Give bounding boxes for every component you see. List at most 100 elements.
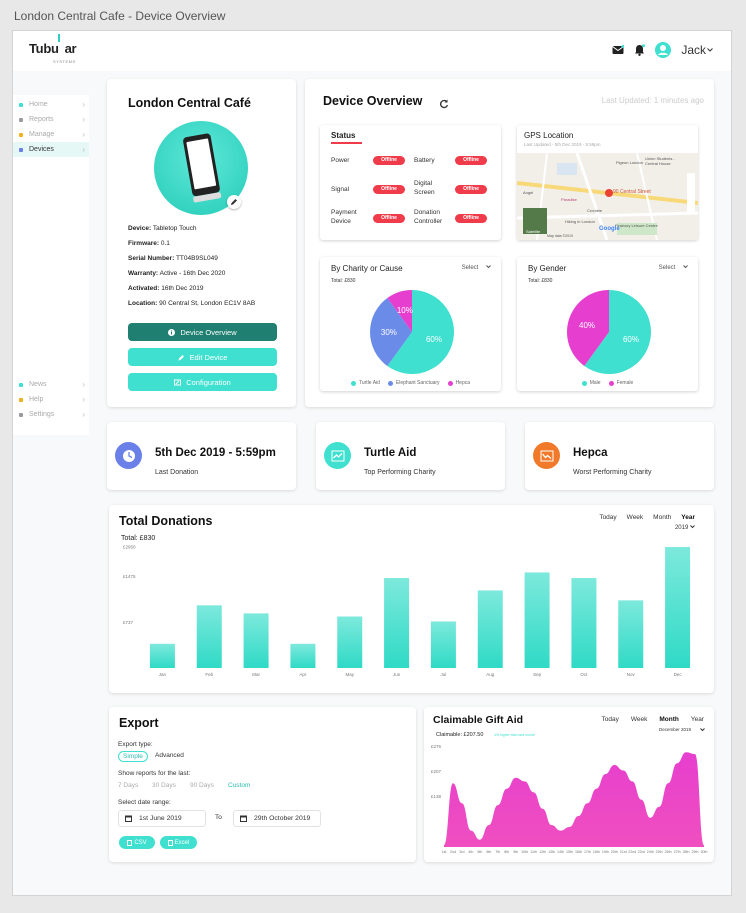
edit-image-button[interactable]	[227, 195, 241, 209]
sidebar-item-home[interactable]: Home ›	[13, 97, 89, 112]
sidebar-item-label: Help	[29, 396, 44, 403]
sidebar-item-manage[interactable]: Manage ›	[13, 127, 89, 142]
tab-today[interactable]: Today	[601, 716, 619, 723]
pencil-icon	[178, 354, 184, 360]
device-overview-button[interactable]: Device Overview	[128, 323, 277, 341]
tab-week[interactable]: Week	[630, 716, 648, 723]
user-name[interactable]: Jack	[681, 43, 706, 57]
chevron-right-icon: ›	[82, 410, 85, 419]
logo-text: Tubu	[29, 41, 59, 56]
pie-slice[interactable]	[370, 298, 412, 366]
x-tick-label: Aug	[486, 672, 495, 677]
sidebar-item-help[interactable]: Help ›	[13, 392, 89, 407]
chevron-right-icon: ›	[82, 115, 85, 124]
pie-slice-label: 30%	[381, 328, 397, 337]
tab-year[interactable]: Year	[681, 514, 695, 521]
configuration-label: Configuration	[186, 377, 231, 387]
gift-aid-period-tabs: Today Week Month Year	[602, 716, 705, 723]
sidebar-item-icon	[19, 397, 23, 402]
overview-title: Device Overview	[323, 94, 423, 108]
pie-slice-label: 60%	[623, 335, 639, 344]
device-image	[154, 121, 248, 215]
chevron-down-icon	[486, 265, 491, 269]
export-excel-button[interactable]: Excel	[160, 836, 197, 849]
refresh-icon[interactable]	[439, 96, 449, 114]
device-detail-row: Firmware: 0.1	[128, 240, 170, 247]
y-tick-label: £1475	[123, 574, 136, 579]
by-charity-select[interactable]: Select	[462, 265, 491, 271]
bar[interactable]	[290, 643, 316, 668]
bar[interactable]	[196, 605, 222, 668]
by-gender-panel: By Gender Select Total: £830 60% 40% Male…	[517, 257, 698, 391]
status-label: Power	[331, 157, 350, 164]
tab-month[interactable]: Month	[659, 716, 679, 723]
bar[interactable]	[618, 600, 644, 668]
export-type-simple[interactable]: Simple	[118, 751, 148, 762]
pie-slice[interactable]	[584, 290, 651, 374]
configuration-button[interactable]: Configuration	[128, 373, 277, 391]
export-csv-button[interactable]: CSV	[119, 836, 155, 849]
logo[interactable]: Tubu ar SYSTEMS	[29, 34, 89, 68]
x-tick-label: 30th	[701, 850, 708, 854]
sidebar-item-devices[interactable]: Devices ›	[13, 142, 89, 157]
by-charity-title: By Charity or Cause	[331, 264, 403, 273]
legend-label: Elephant Sanctuary	[395, 380, 440, 386]
sidebar-item-settings[interactable]: Settings ›	[13, 407, 89, 422]
export-type-advanced[interactable]: Advanced	[155, 752, 184, 759]
logo-text-suffix: ar	[64, 41, 77, 56]
by-gender-select[interactable]: Select	[659, 265, 688, 271]
bar[interactable]	[149, 643, 175, 668]
range-30-days[interactable]: 30 Days	[152, 782, 176, 789]
legend-item: Hepca	[447, 380, 470, 386]
status-underline	[331, 142, 362, 144]
sidebar-item-reports[interactable]: Reports ›	[13, 112, 89, 127]
bar[interactable]	[243, 613, 269, 668]
device-detail-row: Location: 90 Central St, London EC1V 8AB	[128, 300, 255, 307]
x-tick-label: 18th	[593, 850, 600, 854]
pie-slice[interactable]	[387, 290, 454, 374]
pie-slice[interactable]	[387, 290, 412, 332]
bar[interactable]	[430, 621, 456, 668]
mail-icon[interactable]	[612, 45, 625, 55]
status-badge: Offline	[455, 185, 487, 194]
x-tick-label: 3rd	[459, 850, 464, 854]
bar[interactable]	[337, 616, 363, 668]
month-select[interactable]: December 2019	[659, 727, 705, 732]
from-date-input[interactable]: 1st June 2019	[118, 810, 206, 827]
satellite-toggle[interactable]: Satellite	[526, 229, 541, 234]
bell-icon[interactable]	[634, 44, 646, 56]
bar[interactable]	[665, 547, 691, 668]
range-custom[interactable]: Custom	[228, 782, 251, 789]
x-tick-label: 16th	[575, 850, 582, 854]
app-window: Tubu ar SYSTEMS Jack Home › Reports › Manage ›…	[12, 30, 732, 896]
map[interactable]: 90 Central Street Pigeon London Paradise…	[517, 153, 698, 240]
bar[interactable]	[524, 572, 550, 668]
x-tick-label: 28th	[683, 850, 690, 854]
legend-swatch	[350, 380, 356, 386]
bar[interactable]	[384, 578, 410, 668]
bar[interactable]	[477, 590, 503, 668]
legend-item: Elephant Sanctuary	[387, 380, 440, 386]
tab-today[interactable]: Today	[599, 514, 617, 521]
gps-updated: Last Updated - 5th Dec 2019 - 5:59pm	[524, 142, 601, 147]
legend-swatch	[447, 380, 453, 386]
pie-slice[interactable]	[567, 290, 609, 366]
tab-month[interactable]: Month	[653, 514, 672, 521]
area-series[interactable]	[444, 752, 704, 847]
year-label: 2019	[674, 525, 689, 531]
device-detail-row: Serial Number: TT04B9SL049	[128, 255, 218, 262]
edit-device-button[interactable]: Edit Device	[128, 348, 277, 366]
user-avatar-icon[interactable]	[655, 42, 672, 58]
sidebar-item-news[interactable]: News ›	[13, 377, 89, 392]
tab-year[interactable]: Year	[690, 716, 704, 723]
x-tick-label: Jun	[393, 672, 401, 677]
tab-week[interactable]: Week	[626, 514, 644, 521]
bar[interactable]	[571, 578, 597, 668]
range-7-days[interactable]: 7 Days	[118, 782, 139, 789]
chevron-down-icon[interactable]	[707, 48, 713, 52]
range-90-days[interactable]: 90 Days	[190, 782, 214, 789]
year-select[interactable]: 2019	[675, 525, 695, 531]
to-date-input[interactable]: 29th October 2019	[233, 810, 321, 827]
status-label: Payment Device	[331, 209, 357, 226]
sidebar-item-label: Reports	[29, 116, 54, 123]
